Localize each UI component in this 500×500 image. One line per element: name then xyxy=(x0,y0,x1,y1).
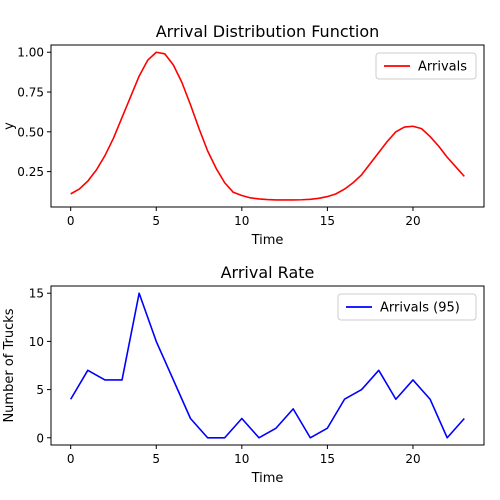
plot-frame xyxy=(50,285,485,446)
y-axis-label: y xyxy=(2,122,17,130)
series-line-1 xyxy=(69,292,465,439)
x-tick-label: 15 xyxy=(320,214,335,228)
series-line-1 xyxy=(70,51,465,201)
x-tick-label: 5 xyxy=(152,214,160,228)
x-tick-label: 5 xyxy=(152,452,160,466)
x-tick-label: 0 xyxy=(67,452,75,466)
y-axis-label: Number of Trucks xyxy=(2,308,17,422)
x-tick-label: 20 xyxy=(405,214,420,228)
y-tick-label: 0.25 xyxy=(17,165,44,179)
x-tick-label: 10 xyxy=(234,452,249,466)
chart-panel-1: 0 5 10 15 20 0.25 0.50 0.75 1.00 Arrival Distribu… xyxy=(2,22,485,248)
x-axis-label: Time xyxy=(251,471,284,486)
x-tick-label: 0 xyxy=(67,214,75,228)
x-axis-label: Time xyxy=(251,233,284,248)
legend: Arrivals xyxy=(375,52,477,80)
chart-title: Arrival Rate xyxy=(221,263,315,282)
y-tick-label: 0 xyxy=(36,431,44,445)
legend-label: Arrivals (95) xyxy=(380,301,460,316)
x-tick-label: 10 xyxy=(234,214,249,228)
y-tick-label: 0.75 xyxy=(17,86,44,100)
x-tick-label: 15 xyxy=(320,452,335,466)
legend: Arrivals (95) xyxy=(337,293,477,321)
x-tick-label: 20 xyxy=(405,452,420,466)
legend-box xyxy=(375,52,477,80)
y-tick-label: 0.50 xyxy=(17,125,44,139)
legend-label: Arrivals xyxy=(418,60,467,75)
y-tick-label: 10 xyxy=(29,335,44,349)
plot-frame xyxy=(50,44,485,208)
y-tick-label: 15 xyxy=(29,287,44,301)
chart-title: Arrival Distribution Function xyxy=(156,22,380,41)
chart-panel-2: 0 5 10 15 20 0 5 10 15 Arrival Rate Time Number of … xyxy=(2,263,485,486)
y-tick-label: 5 xyxy=(36,383,44,397)
y-tick-label: 1.00 xyxy=(17,46,44,60)
legend-box xyxy=(337,293,477,321)
